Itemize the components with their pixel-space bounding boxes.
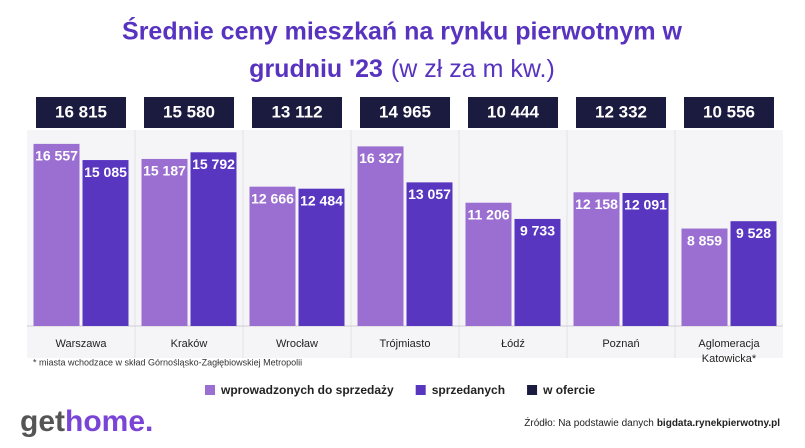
plot-background xyxy=(27,130,783,358)
offer-label: 12 332 xyxy=(595,102,647,121)
logo-part: home. xyxy=(65,405,153,438)
offer-box xyxy=(252,97,342,128)
source-link: bigdata.rynekpierwotny.pl xyxy=(657,418,780,429)
offer-label: 13 112 xyxy=(271,102,322,121)
offer-box xyxy=(684,97,774,128)
value-label: 9 528 xyxy=(736,225,771,241)
chart-title-line: grudniu '23 (w zł za m kw.) xyxy=(249,55,555,83)
value-label: 9 733 xyxy=(520,223,555,239)
bar xyxy=(730,221,777,326)
x-tick-label: Trójmiasto xyxy=(380,338,431,350)
offer-box xyxy=(360,97,450,128)
value-label: 15 187 xyxy=(143,163,186,179)
chart-subtitle: (w zł za m kw.) xyxy=(391,55,555,83)
value-label: 15 085 xyxy=(84,164,127,180)
value-label: 16 327 xyxy=(359,150,402,166)
offer-box xyxy=(144,97,234,128)
bar xyxy=(465,202,512,326)
bar xyxy=(33,143,80,326)
offer-label: 10 444 xyxy=(487,102,540,121)
bar xyxy=(573,192,620,326)
offer-label: 15 580 xyxy=(163,102,215,121)
value-label: 15 792 xyxy=(192,156,235,172)
x-tick-label-line: Aglomeracja xyxy=(698,338,760,350)
legend-label: sprzedanych xyxy=(432,383,505,397)
legend-swatch xyxy=(527,385,538,395)
x-tick-label-line: Katowicka* xyxy=(702,353,757,365)
legend-label: w ofercie xyxy=(542,383,595,397)
x-tick-label: Wrocław xyxy=(276,338,318,350)
x-tick-label: Poznań xyxy=(602,338,639,350)
source-text: Źródło: Na podstawie danych xyxy=(524,416,654,429)
value-label: 12 158 xyxy=(575,196,618,212)
source: Źródło: Na podstawie danych bigdata.rynek… xyxy=(524,416,780,429)
logo-part: get xyxy=(20,405,65,438)
value-label: 16 557 xyxy=(35,148,78,164)
legend-swatch xyxy=(205,385,215,395)
value-label: 13 057 xyxy=(408,186,451,202)
legend-label: wprowadzonych do sprzedaży xyxy=(220,383,394,397)
offer-box xyxy=(468,97,558,128)
offer-label: 16 815 xyxy=(55,102,107,121)
offer-box xyxy=(576,97,666,128)
bar xyxy=(357,146,404,326)
bar xyxy=(298,188,345,326)
bar xyxy=(681,228,728,326)
value-label: 11 206 xyxy=(467,206,509,222)
bar xyxy=(141,158,188,326)
bar xyxy=(249,186,296,326)
bar xyxy=(190,152,237,326)
value-label: 8 859 xyxy=(687,232,722,248)
offer-box xyxy=(36,97,126,128)
bar xyxy=(514,218,561,326)
legend-swatch xyxy=(415,385,426,395)
offer-label: 14 965 xyxy=(379,102,431,121)
x-tick-label: Łódź xyxy=(501,338,525,350)
chart-title: grudniu '23 xyxy=(249,55,383,83)
logo: gethome. xyxy=(20,405,153,438)
footnote: * miasta wchodzace w skład Górnośląsko-Z… xyxy=(33,357,302,367)
x-tick-label: Kraków xyxy=(171,338,208,350)
bar xyxy=(406,182,453,326)
bar xyxy=(622,192,669,326)
value-label: 12 091 xyxy=(624,197,667,213)
x-tick-label: Warszawa xyxy=(56,338,108,350)
value-label: 12 484 xyxy=(300,192,343,208)
bar xyxy=(82,160,129,326)
value-label: 12 666 xyxy=(251,190,294,206)
chart-title: Średnie ceny mieszkań na rynku pierwotny… xyxy=(122,16,682,46)
offer-label: 10 556 xyxy=(703,102,755,121)
x-tick-label: Aglomeracja Katowicka* xyxy=(698,338,760,365)
